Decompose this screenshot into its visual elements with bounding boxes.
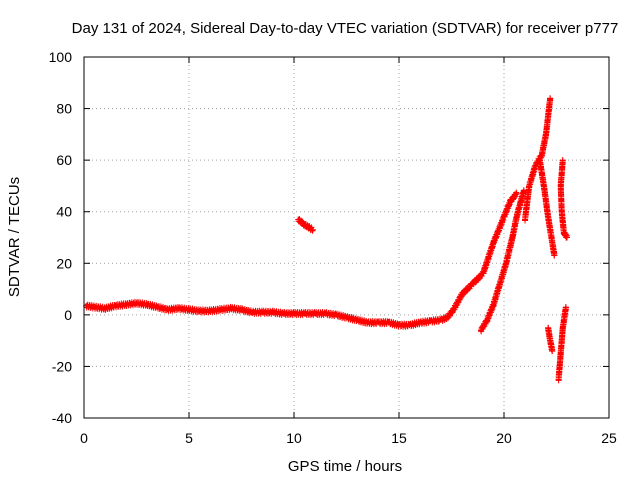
- series-upper-descent-22h: [536, 157, 558, 259]
- series-main-track: [83, 189, 520, 330]
- series-detached-segment-10h: [295, 216, 316, 234]
- y-tick-label: 80: [56, 101, 72, 117]
- x-axis-ticks: 0 5 10 15 20 25: [80, 57, 617, 446]
- y-tick-label: 0: [64, 307, 72, 323]
- series-negative-drop-23h: [555, 304, 569, 384]
- series-markers: [557, 157, 570, 241]
- series-lower-spike-22h: [545, 324, 556, 355]
- y-tick-label: -40: [52, 410, 72, 426]
- data-layer: [83, 95, 570, 384]
- y-axis-label: SDTVAR / TECUs: [6, 177, 23, 297]
- x-tick-label: 5: [185, 430, 193, 446]
- x-tick-label: 25: [601, 430, 617, 446]
- y-tick-label: 40: [56, 204, 72, 220]
- x-tick-label: 10: [286, 430, 302, 446]
- x-axis-label: GPS time / hours: [288, 458, 402, 475]
- series-right-column-23h: [557, 157, 570, 241]
- series-lower-rise: [477, 187, 527, 335]
- y-tick-label: 100: [49, 49, 73, 65]
- y-tick-label: 20: [56, 255, 72, 271]
- y-axis-ticks: -40 -20 0 20 40 60 80 100: [49, 49, 609, 426]
- series-markers: [83, 189, 520, 330]
- x-tick-label: 15: [391, 430, 407, 446]
- x-tick-label: 0: [80, 430, 88, 446]
- grid-layer: [84, 57, 609, 418]
- x-tick-label: 20: [496, 430, 512, 446]
- series-markers: [555, 304, 569, 384]
- y-tick-label: -20: [52, 358, 72, 374]
- y-tick-label: 60: [56, 152, 72, 168]
- plot-frame: [83, 56, 610, 419]
- series-markers: [536, 157, 558, 259]
- series-markers: [545, 324, 556, 355]
- chart-title: Day 131 of 2024, Sidereal Day-to-day VTE…: [72, 20, 619, 37]
- series-markers: [295, 216, 316, 234]
- series-upper-spike: [522, 95, 554, 224]
